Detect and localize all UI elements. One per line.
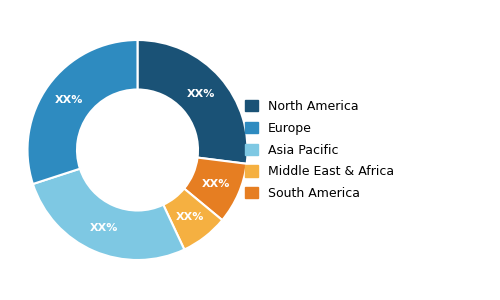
- Text: XX%: XX%: [202, 179, 230, 189]
- Wedge shape: [138, 40, 248, 164]
- Wedge shape: [33, 169, 184, 260]
- Text: XX%: XX%: [188, 88, 216, 99]
- Text: XX%: XX%: [176, 212, 204, 222]
- Wedge shape: [184, 158, 246, 220]
- Text: XX%: XX%: [54, 95, 82, 105]
- Text: XX%: XX%: [90, 223, 118, 233]
- Wedge shape: [28, 40, 138, 184]
- Wedge shape: [164, 189, 222, 250]
- Legend: North America, Europe, Asia Pacific, Middle East & Africa, South America: North America, Europe, Asia Pacific, Mid…: [240, 95, 398, 205]
